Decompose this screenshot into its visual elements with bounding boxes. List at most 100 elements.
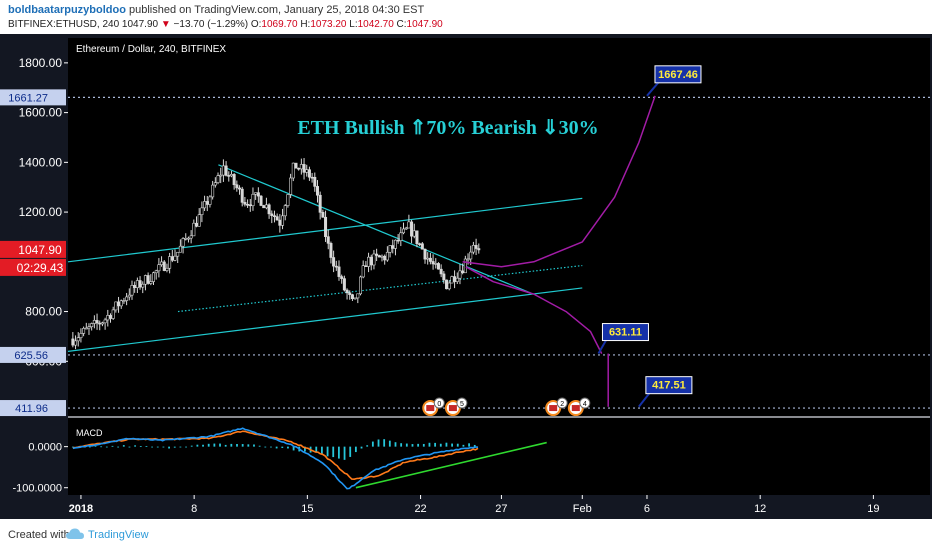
candle[interactable] bbox=[143, 275, 147, 285]
candle[interactable] bbox=[415, 230, 419, 244]
candle[interactable] bbox=[436, 263, 440, 270]
candle[interactable] bbox=[380, 255, 384, 258]
target-callout[interactable] bbox=[654, 65, 702, 84]
candle[interactable] bbox=[410, 221, 414, 237]
candle[interactable] bbox=[108, 315, 112, 319]
candle[interactable] bbox=[305, 169, 309, 173]
candle[interactable] bbox=[246, 203, 250, 206]
candle[interactable] bbox=[259, 195, 263, 206]
candle[interactable] bbox=[238, 187, 242, 190]
macd-line[interactable] bbox=[72, 427, 479, 490]
candle[interactable] bbox=[146, 275, 150, 284]
candle[interactable] bbox=[412, 230, 416, 237]
candle[interactable] bbox=[221, 165, 225, 176]
candle[interactable] bbox=[186, 237, 190, 240]
level-price-badge[interactable] bbox=[0, 400, 66, 417]
candle[interactable] bbox=[423, 248, 427, 260]
candle[interactable] bbox=[426, 257, 430, 260]
macd-divergence-trendline[interactable] bbox=[355, 441, 547, 489]
candle[interactable] bbox=[205, 201, 209, 205]
candle[interactable] bbox=[138, 280, 142, 288]
tradingview-cloud-icon[interactable] bbox=[66, 528, 84, 540]
candle[interactable] bbox=[420, 243, 424, 250]
candle[interactable] bbox=[119, 300, 123, 307]
candle[interactable] bbox=[278, 219, 282, 226]
candle[interactable] bbox=[313, 176, 317, 187]
candle[interactable] bbox=[461, 270, 465, 274]
candle[interactable] bbox=[240, 188, 244, 203]
candle[interactable] bbox=[297, 167, 301, 170]
candle[interactable] bbox=[404, 227, 408, 230]
bearish-projection-curve[interactable] bbox=[465, 266, 603, 354]
candle[interactable] bbox=[76, 337, 80, 342]
candle[interactable] bbox=[208, 196, 212, 205]
candle[interactable] bbox=[162, 261, 166, 271]
channel-mid-line[interactable] bbox=[177, 264, 583, 313]
candle[interactable] bbox=[84, 327, 88, 330]
candle[interactable] bbox=[334, 265, 338, 268]
candle[interactable] bbox=[251, 193, 255, 207]
candle[interactable] bbox=[477, 248, 481, 251]
candle[interactable] bbox=[71, 338, 75, 346]
candle[interactable] bbox=[154, 270, 158, 274]
candle[interactable] bbox=[122, 300, 126, 302]
candle[interactable] bbox=[291, 162, 295, 179]
candle[interactable] bbox=[402, 228, 406, 234]
candle[interactable] bbox=[135, 280, 139, 289]
candle[interactable] bbox=[329, 243, 333, 258]
candle[interactable] bbox=[275, 216, 279, 221]
candle[interactable] bbox=[450, 276, 454, 284]
candle[interactable] bbox=[114, 301, 118, 311]
candle[interactable] bbox=[87, 326, 91, 329]
candle[interactable] bbox=[92, 320, 96, 324]
candle[interactable] bbox=[439, 268, 443, 275]
candle[interactable] bbox=[98, 322, 102, 325]
candle[interactable] bbox=[117, 301, 121, 307]
candle[interactable] bbox=[315, 186, 319, 196]
candle[interactable] bbox=[418, 243, 422, 245]
candle[interactable] bbox=[318, 194, 322, 213]
candle[interactable] bbox=[364, 265, 368, 267]
candle[interactable] bbox=[388, 245, 392, 253]
candle[interactable] bbox=[324, 216, 328, 237]
candle[interactable] bbox=[342, 278, 346, 291]
candle[interactable] bbox=[286, 194, 290, 206]
candle[interactable] bbox=[407, 221, 411, 229]
candle[interactable] bbox=[281, 215, 285, 226]
candle[interactable] bbox=[283, 205, 287, 217]
candle[interactable] bbox=[168, 256, 172, 269]
candle[interactable] bbox=[471, 245, 475, 253]
candle[interactable] bbox=[195, 222, 199, 227]
candle[interactable] bbox=[235, 184, 239, 189]
candle[interactable] bbox=[103, 319, 107, 324]
candle[interactable] bbox=[229, 174, 233, 177]
candle[interactable] bbox=[372, 253, 376, 266]
candle[interactable] bbox=[267, 204, 271, 215]
candle[interactable] bbox=[353, 297, 357, 300]
candle[interactable] bbox=[130, 285, 134, 296]
candle[interactable] bbox=[348, 292, 352, 295]
candle[interactable] bbox=[125, 296, 129, 301]
candle[interactable] bbox=[111, 309, 115, 319]
candle[interactable] bbox=[391, 245, 395, 249]
candle[interactable] bbox=[431, 261, 435, 265]
candle[interactable] bbox=[141, 283, 145, 288]
candle[interactable] bbox=[211, 184, 215, 198]
candle[interactable] bbox=[361, 265, 365, 278]
candle[interactable] bbox=[74, 340, 78, 346]
candle[interactable] bbox=[299, 164, 303, 170]
candle[interactable] bbox=[90, 323, 94, 328]
candle[interactable] bbox=[350, 294, 354, 299]
candle[interactable] bbox=[197, 214, 201, 227]
candle[interactable] bbox=[184, 237, 188, 240]
candle[interactable] bbox=[469, 251, 473, 260]
candle[interactable] bbox=[176, 251, 180, 257]
candle[interactable] bbox=[203, 201, 207, 209]
candle[interactable] bbox=[133, 285, 137, 289]
candle[interactable] bbox=[254, 192, 258, 195]
descending-trendline[interactable] bbox=[218, 164, 531, 294]
candle[interactable] bbox=[453, 276, 457, 282]
candle[interactable] bbox=[445, 279, 449, 290]
candle[interactable] bbox=[181, 238, 185, 247]
candle[interactable] bbox=[79, 333, 83, 339]
